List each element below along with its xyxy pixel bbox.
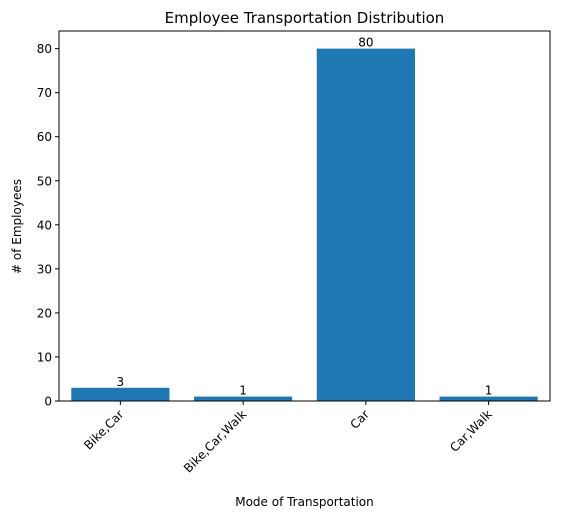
x-tick-label: Car,Walk (447, 407, 495, 455)
x-tick-label: Bike,Car,Walk (181, 407, 249, 475)
bar-value-label: 80 (358, 36, 373, 50)
y-axis-label: # of Employees (10, 179, 24, 274)
bar-value-label: 1 (239, 384, 247, 398)
x-tick-label: Car (347, 407, 372, 432)
bar-value-label: 3 (117, 375, 125, 389)
chart-title: Employee Transportation Distribution (165, 9, 445, 27)
y-tick-label: 10 (37, 350, 52, 364)
plot-frame (58, 30, 551, 402)
y-tick-label: 40 (37, 218, 52, 232)
bar (194, 396, 293, 401)
bar-value-label: 1 (485, 384, 493, 398)
bar (316, 48, 415, 401)
y-tick-label: 60 (37, 130, 52, 144)
y-tick-label: 0 (44, 395, 52, 409)
x-axis-label: Mode of Transportation (235, 495, 374, 509)
bar (439, 396, 538, 401)
y-tick-label: 20 (37, 306, 52, 320)
y-tick-label: 70 (37, 86, 52, 100)
x-tick-label: Bike,Car (81, 407, 126, 452)
y-tick-label: 30 (37, 262, 52, 276)
y-tick-label: 80 (37, 42, 52, 56)
bar (71, 387, 170, 401)
y-tick-label: 50 (37, 174, 52, 188)
